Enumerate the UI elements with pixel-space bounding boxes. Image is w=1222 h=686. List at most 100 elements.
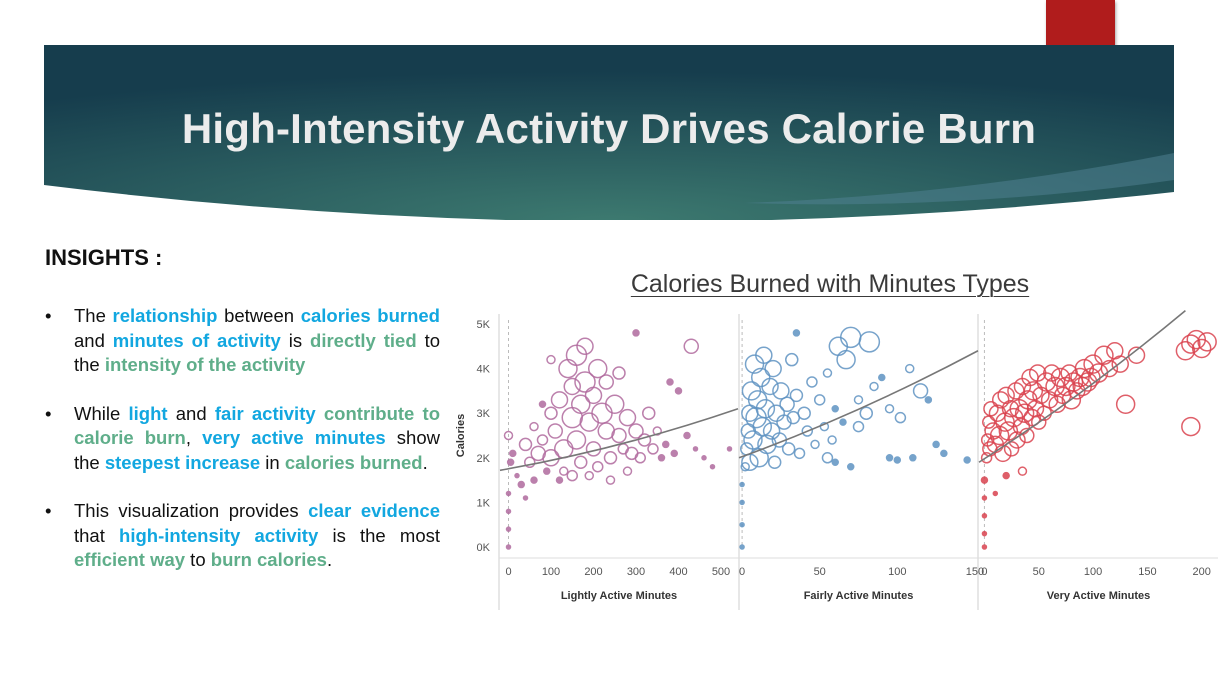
- bullet-dot-icon: •: [45, 402, 52, 424]
- data-point: [588, 358, 608, 379]
- data-point: [1001, 399, 1020, 418]
- data-point: [827, 435, 837, 445]
- data-point: [558, 358, 578, 379]
- data-point: [743, 430, 763, 450]
- data-point: [831, 404, 839, 413]
- data-point: [611, 427, 627, 444]
- data-point: [776, 414, 792, 430]
- highlight-blue: high-intensity activity: [119, 524, 319, 546]
- x-tick-label: 0: [505, 566, 511, 578]
- data-point: [517, 480, 525, 489]
- data-point: [505, 490, 512, 497]
- data-point: [505, 508, 512, 515]
- bullet-text: in: [260, 451, 285, 473]
- data-point: [909, 454, 917, 462]
- data-point: [749, 448, 769, 468]
- data-point: [603, 451, 618, 465]
- data-point: [772, 382, 790, 400]
- data-point: [554, 439, 574, 459]
- bullet-text: to: [185, 549, 211, 570]
- chart-title: Calories Burned with Minutes Types: [630, 270, 1030, 298]
- data-point: [963, 456, 971, 464]
- bullet-text: show the: [74, 427, 440, 473]
- data-point: [571, 394, 591, 415]
- data-point: [605, 475, 616, 485]
- data-point: [858, 331, 881, 353]
- data-point: [744, 354, 765, 374]
- x-axis-label: Fairly Active Minutes: [804, 590, 914, 602]
- data-point: [810, 439, 820, 450]
- data-point: [652, 426, 662, 436]
- x-tick-label: 500: [712, 566, 730, 578]
- highlight-blue: clear evidence: [308, 500, 441, 521]
- data-point: [797, 406, 811, 420]
- data-point: [992, 490, 999, 497]
- data-point: [793, 447, 806, 460]
- data-point: [801, 425, 814, 437]
- data-point: [846, 462, 855, 471]
- highlight-blue: fair activity: [214, 402, 316, 424]
- bullet-text: .: [326, 549, 333, 570]
- data-point: [828, 336, 849, 357]
- highlight-blue: very active minutes: [202, 427, 386, 448]
- data-point: [505, 544, 512, 550]
- bullet-text: ,: [185, 427, 203, 448]
- data-point: [940, 449, 948, 458]
- insight-bullet-2: • While light and fair activity contribut…: [45, 402, 440, 476]
- data-point: [836, 349, 856, 370]
- data-point: [1115, 394, 1136, 415]
- bullet-text: and: [74, 329, 113, 351]
- data-point: [559, 466, 569, 476]
- data-point: [767, 404, 785, 422]
- trend-line: [978, 310, 1186, 463]
- data-point: [662, 440, 670, 449]
- data-point: [618, 408, 637, 427]
- bullet-text: is the most: [318, 524, 440, 546]
- data-point: [1008, 431, 1026, 449]
- data-point: [576, 337, 594, 356]
- insight-bullet-3: • This visualization provides clear evide…: [45, 499, 440, 573]
- highlight-green: efficient way: [74, 549, 186, 570]
- data-point: [1197, 332, 1217, 352]
- scatter-chart: Calories 0K 1K 2K 3K 4K 5K 0 100 200 300 400 500 Ligh…: [450, 310, 1220, 615]
- data-point: [884, 403, 895, 414]
- data-point: [538, 400, 547, 409]
- bullet-text: is: [280, 329, 311, 351]
- data-point: [529, 421, 539, 432]
- data-point: [1181, 416, 1201, 437]
- x-tick-label: 50: [1033, 566, 1045, 578]
- data-point: [869, 381, 879, 392]
- data-point: [779, 396, 795, 413]
- insights-heading: INSIGHTS :: [45, 245, 163, 270]
- data-point: [657, 454, 666, 462]
- slide-title: High-Intensity Activity Drives Calorie B…: [181, 105, 1037, 152]
- highlight-green: directly tied: [310, 329, 417, 351]
- data-point: [506, 458, 515, 467]
- x-tick-label: 100: [542, 566, 560, 578]
- data-point: [574, 371, 596, 393]
- x-tick-label: 100: [1084, 566, 1102, 578]
- bullet-dot-icon: •: [45, 305, 52, 326]
- data-point: [781, 442, 796, 456]
- bullet-text: to the: [74, 329, 440, 376]
- data-point: [739, 544, 745, 550]
- data-point: [509, 449, 517, 458]
- data-point: [701, 455, 707, 461]
- data-point: [1094, 345, 1114, 365]
- bullet-text: and: [167, 402, 215, 424]
- data-point: [566, 430, 587, 450]
- data-point: [1017, 466, 1028, 476]
- data-point: [1100, 359, 1119, 378]
- x-tick-label: 0: [981, 566, 987, 578]
- data-point: [755, 398, 776, 419]
- data-point: [739, 499, 745, 506]
- data-point: [561, 406, 583, 429]
- data-point: [785, 352, 799, 367]
- highlight-green: intensity of the activity: [104, 354, 306, 375]
- bullet-text: that: [74, 524, 120, 546]
- data-point: [524, 456, 536, 469]
- data-point: [981, 530, 988, 537]
- data-point: [612, 366, 626, 380]
- data-point: [584, 386, 603, 405]
- data-point: [764, 359, 782, 378]
